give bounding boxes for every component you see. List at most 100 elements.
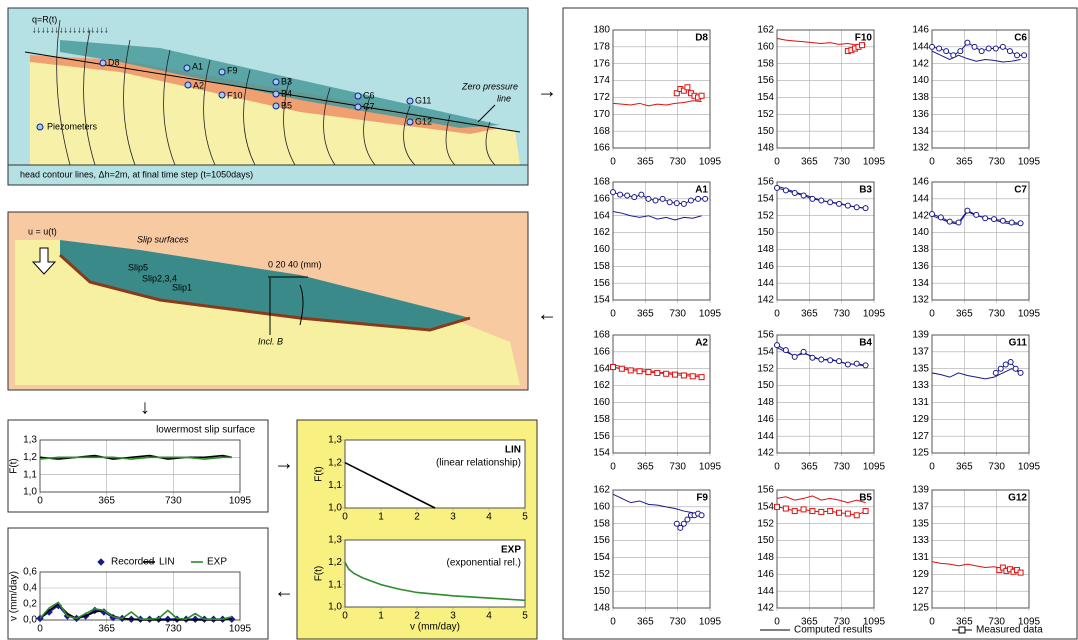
plot-area <box>931 489 1030 609</box>
x-tick-label: 0 <box>37 624 43 635</box>
x-tick-label: 4 <box>486 512 492 523</box>
x-tick-label: 730 <box>833 157 850 168</box>
chart-title: D8 <box>695 33 708 44</box>
x-tick-label: 730 <box>988 309 1005 320</box>
data-point <box>992 45 999 52</box>
data-point <box>997 365 1004 372</box>
load-arrows: ↓↓↓↓↓↓↓↓↓↓↓↓↓↓↓↓↓ <box>32 24 109 34</box>
y-tick-label: 131 <box>912 552 929 563</box>
y-tick-label: 1,3 <box>328 435 342 446</box>
y-tick-label: 127 <box>912 431 929 442</box>
piezometer-label: D8 <box>108 57 120 67</box>
y-tick-label: 146 <box>912 177 929 188</box>
y-tick-label: 137 <box>912 501 929 512</box>
series-line <box>613 100 702 107</box>
data-point <box>818 508 825 515</box>
plot-frame <box>776 29 875 149</box>
data-point <box>853 360 860 367</box>
y-tick-label: 0,2 <box>23 599 37 610</box>
y-tick-label: 154 <box>757 346 774 357</box>
legend-marker <box>958 626 966 634</box>
data-point <box>698 374 705 381</box>
data-point <box>862 362 869 369</box>
x-tick-label: 365 <box>637 309 654 320</box>
data-point <box>982 215 989 222</box>
x-tick-label: 1095 <box>699 617 722 628</box>
x-tick-label: 365 <box>801 462 818 473</box>
data-point <box>955 219 962 226</box>
y-tick-label: 154 <box>757 501 774 512</box>
y-tick-label: 160 <box>593 244 610 255</box>
contours <box>24 19 521 166</box>
x-tick-label: 0 <box>610 462 616 473</box>
slip-label: Slip5 <box>128 262 148 272</box>
x-tick-label: 730 <box>669 309 686 320</box>
data-point <box>1012 365 1019 372</box>
data-point <box>627 367 634 374</box>
y-tick-label: 1,1 <box>328 579 342 590</box>
x-tick-label: 3 <box>450 611 456 622</box>
x-tick-label: 1095 <box>863 157 886 168</box>
data-point <box>774 184 780 191</box>
legend-label: LIN <box>159 557 175 568</box>
y-tick-label: 150 <box>593 586 610 597</box>
y-tick-label: 139 <box>912 330 929 341</box>
x-tick-label: 365 <box>637 617 654 628</box>
caption: head contour lines, Δh=2m, at final time… <box>20 169 253 179</box>
arrow: ← <box>537 303 557 325</box>
x-tick-label: 730 <box>833 617 850 628</box>
piezometer-label: C7 <box>363 101 375 111</box>
x-axis-label: v (mm/day) <box>410 622 460 633</box>
load-label: u = u(t) <box>28 226 57 236</box>
x-tick-label: 1095 <box>863 617 886 628</box>
slip-title: Slip surfaces <box>137 234 189 244</box>
y-tick-label: 138 <box>912 244 929 255</box>
data-point <box>677 524 684 531</box>
y-tick-label: 150 <box>757 380 774 391</box>
plot-frame <box>931 181 1030 301</box>
scale-label: 0 20 40 (mm) <box>268 259 322 269</box>
y-tick-label: 136 <box>912 261 929 272</box>
y-tick-label: 1,0 <box>328 602 342 613</box>
data-point <box>672 371 679 378</box>
plot-frame <box>39 439 241 493</box>
x-tick-label: 0 <box>774 309 780 320</box>
inclinometer-label: Incl. B <box>258 336 283 346</box>
y-tick-label: 158 <box>593 518 610 529</box>
y-tick-label: 148 <box>757 397 774 408</box>
y-axis-label: F(t) <box>9 458 20 474</box>
data-point <box>610 364 616 371</box>
data-point <box>800 348 807 355</box>
plot-frame <box>612 29 711 149</box>
chart-title: F9 <box>696 493 708 504</box>
plot-frame <box>931 29 1030 149</box>
x-tick-label: 365 <box>956 157 973 168</box>
y-tick-label: 154 <box>757 92 774 103</box>
legend-label: Computed results <box>794 625 872 636</box>
data-point <box>791 189 798 196</box>
data-point <box>782 187 789 194</box>
y-tick-label: 1,3 <box>328 535 342 546</box>
chart-title: B4 <box>859 338 872 349</box>
chart-title: C6 <box>1014 33 1027 44</box>
x-tick-label: 0 <box>929 462 935 473</box>
y-tick-label: 146 <box>912 25 929 36</box>
y-axis-label: F(t) <box>314 466 325 482</box>
slip-surfaces <box>58 253 471 332</box>
y-tick-label: 156 <box>593 431 610 442</box>
data-point <box>929 211 935 218</box>
zero-pressure-label: line <box>497 93 511 103</box>
arrow: → <box>274 452 294 474</box>
y-tick-label: 144 <box>757 431 774 442</box>
y-tick-label: 162 <box>593 227 610 238</box>
y-tick-label: 154 <box>593 552 610 563</box>
y-tick-label: 180 <box>593 25 610 36</box>
series-line <box>777 495 866 504</box>
data-point <box>673 520 680 527</box>
data-point <box>791 353 798 360</box>
chart-title: F10 <box>855 33 873 44</box>
y-tick-label: 0,6 <box>23 567 37 578</box>
arrow: → <box>537 80 557 102</box>
data-point <box>937 214 944 221</box>
x-tick-label: 730 <box>833 462 850 473</box>
